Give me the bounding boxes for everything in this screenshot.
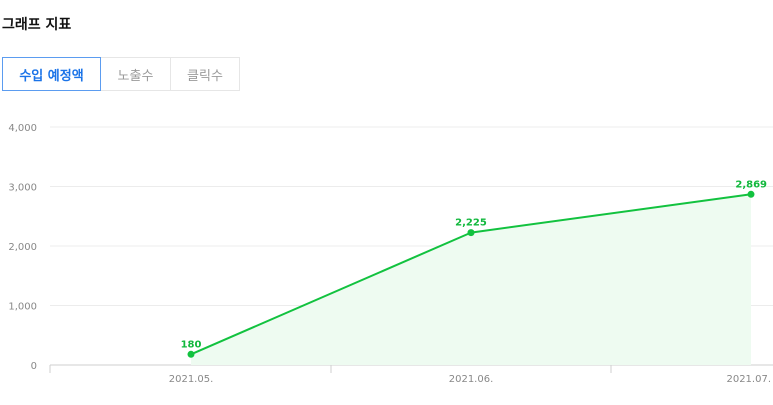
page-title: 그래프 지표 [2,17,72,33]
metric-tabs: 수입 예정액 노출수 클릭수 [2,57,240,91]
y-tick-label: 2,000 [8,242,37,253]
data-point [747,190,755,198]
y-tick-label: 1,000 [8,302,37,313]
data-label: 2,225 [455,218,487,229]
x-tick-label: 2021.07. [726,374,771,385]
tab-clicks[interactable]: 클릭수 [170,57,240,91]
y-tick-label: 3,000 [8,183,37,194]
data-point [187,350,195,358]
y-tick-label: 0 [31,361,37,372]
tab-expected-revenue[interactable]: 수입 예정액 [2,57,101,91]
data-label: 180 [181,339,202,350]
data-point [467,229,475,237]
y-tick-label: 4,000 [8,123,37,134]
x-tick-label: 2021.06. [449,374,494,385]
series-area [191,194,751,365]
data-label: 2,869 [735,179,767,190]
x-tick-label: 2021.05. [169,374,214,385]
